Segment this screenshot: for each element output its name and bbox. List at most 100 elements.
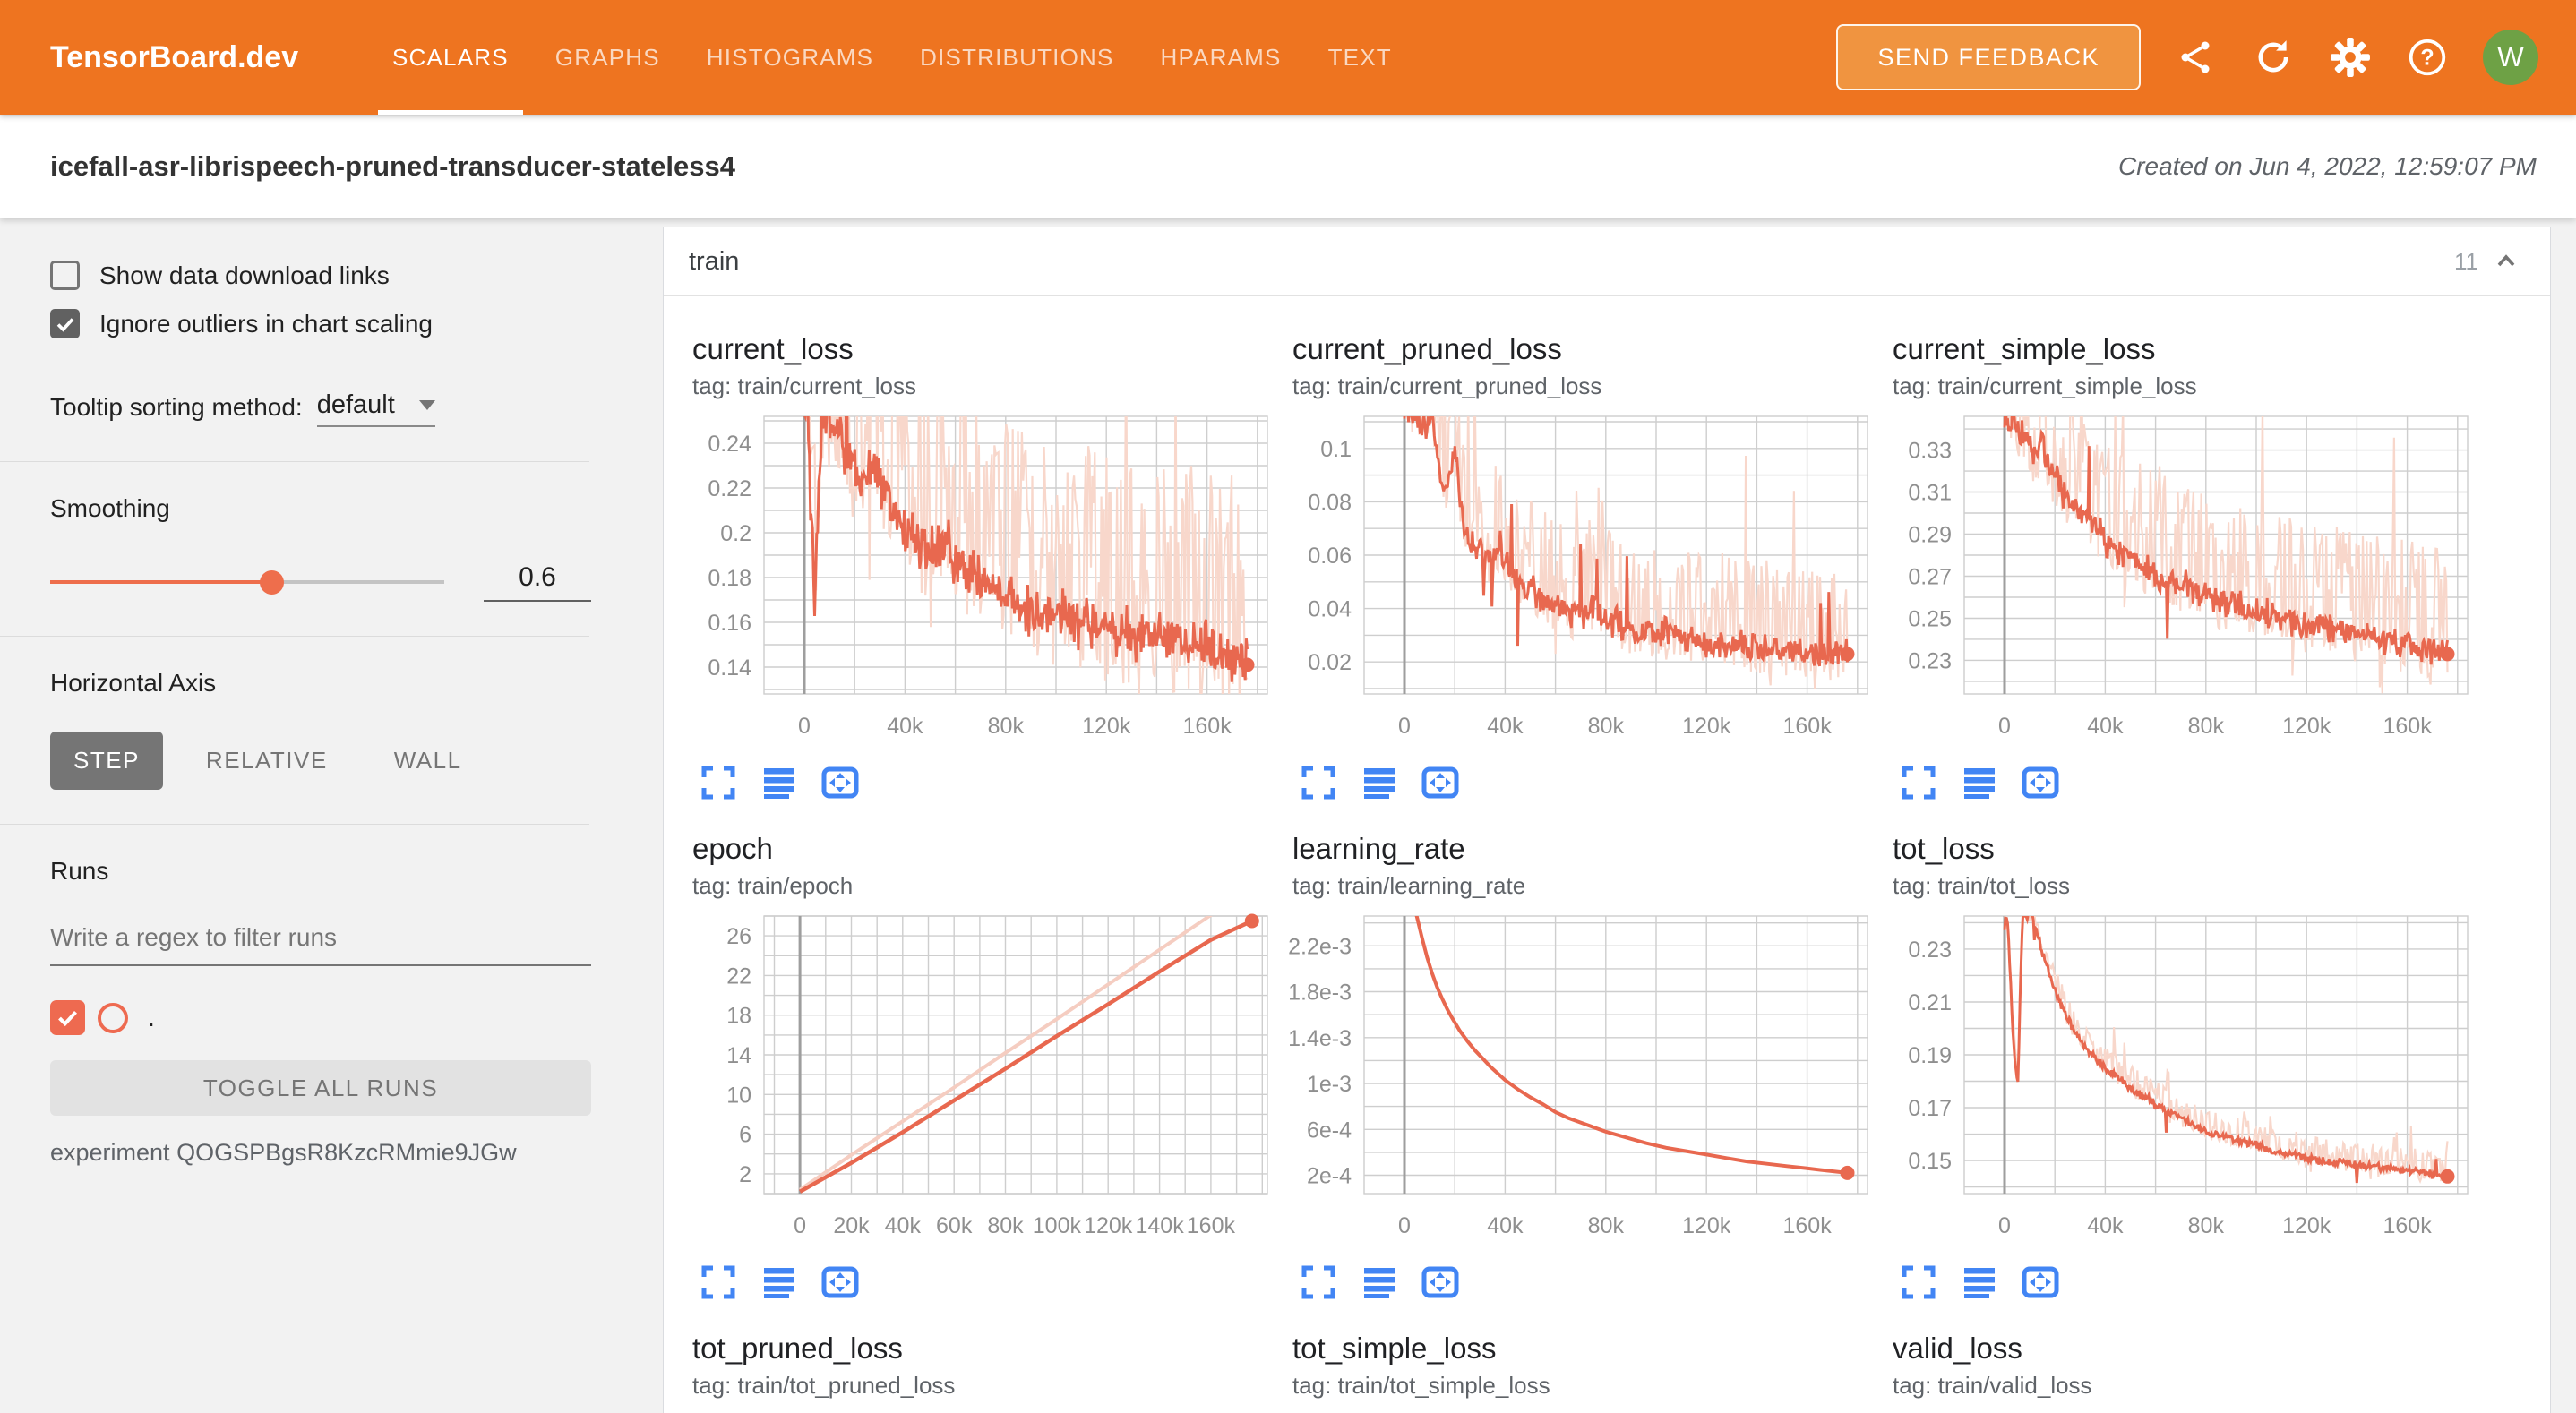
tab-hparams[interactable]: HPARAMS: [1160, 43, 1282, 71]
tooltip-sorting-value: default: [316, 390, 395, 419]
tooltip-sorting-select[interactable]: default: [316, 390, 435, 427]
x-tick-label: 160k: [1182, 714, 1232, 739]
view-runs-data-button[interactable]: [1961, 764, 1998, 801]
run-color-swatch[interactable]: [98, 1002, 128, 1033]
fit-domain-button[interactable]: [1421, 764, 1459, 801]
fullscreen-icon: [700, 1264, 736, 1300]
help-icon[interactable]: ?: [2406, 36, 2449, 79]
show-download-links-checkbox[interactable]: Show data download links: [50, 261, 591, 290]
sidebar-divider: [0, 824, 589, 825]
chart-toolbar: [700, 1263, 1287, 1301]
chart-tag: tag: train/tot_simple_loss: [1292, 1372, 1550, 1399]
tooltip-sorting-row: Tooltip sorting method: default: [50, 390, 591, 427]
tab-scalars[interactable]: SCALARS: [369, 0, 532, 115]
chart-card-current_pruned_loss: current_pruned_loss tag: train/current_pr…: [1287, 332, 1887, 807]
slider-thumb[interactable]: [260, 570, 285, 595]
run-checkbox-checked-icon[interactable]: [50, 1000, 85, 1035]
x-tick-label: 60k: [936, 1213, 973, 1238]
tab-histograms[interactable]: HISTOGRAMS: [706, 43, 874, 71]
axis-button-step[interactable]: STEP: [50, 732, 163, 790]
y-tick-label: 0.31: [1908, 481, 1952, 506]
expand-chart-button[interactable]: [700, 1263, 737, 1301]
x-tick-label: 120k: [1084, 1213, 1133, 1238]
chart-tag: tag: train/learning_rate: [1292, 872, 1526, 899]
fit-to-data-icon: [1421, 1264, 1460, 1300]
x-tick-label: 0: [798, 714, 811, 739]
sidebar-divider: [0, 636, 589, 637]
runs-filter-input[interactable]: Write a regex to filter runs: [50, 923, 591, 966]
fit-to-data-icon: [2021, 765, 2060, 801]
group-title: train: [689, 246, 740, 276]
view-runs-data-button[interactable]: [1961, 1263, 1998, 1301]
x-tick-label: 80k: [987, 1213, 1024, 1238]
x-tick-label: 40k: [887, 714, 923, 739]
settings-sidebar: Show data download links Ignore outliers…: [0, 218, 645, 1413]
smoothing-value[interactable]: 0.6: [484, 562, 591, 602]
train-group-header[interactable]: train 11: [664, 227, 2550, 296]
chart-tag: tag: train/valid_loss: [1893, 1372, 2092, 1399]
share-icon[interactable]: [2175, 36, 2218, 79]
smoothing-slider[interactable]: [50, 569, 444, 595]
x-tick-label: 40k: [1487, 1213, 1524, 1238]
scalar-chart[interactable]: 2e-4 6e-4 1e-3 1.4e-3 1.8e-3 2.2e-3 0 40k 80k 120…: [1287, 909, 1878, 1249]
x-tick-label: 160k: [1782, 714, 1832, 739]
chart-tag: tag: train/epoch: [692, 872, 854, 899]
checkbox-label: Ignore outliers in chart scaling: [99, 309, 433, 338]
chart-title: tot_loss: [1893, 832, 1995, 865]
tab-distributions[interactable]: DISTRIBUTIONS: [920, 43, 1114, 71]
created-timestamp: Created on Jun 4, 2022, 12:59:07 PM: [2118, 151, 2537, 180]
expand-chart-button[interactable]: [1900, 764, 1937, 801]
expand-chart-button[interactable]: [1300, 1263, 1337, 1301]
checkbox-unchecked-icon[interactable]: [50, 261, 80, 290]
view-runs-data-button[interactable]: [760, 1263, 798, 1301]
fullscreen-icon: [1901, 1264, 1936, 1300]
axis-button-relative[interactable]: RELATIVE: [205, 747, 328, 774]
chevron-up-icon[interactable]: [2493, 250, 2520, 273]
view-runs-data-button[interactable]: [760, 764, 798, 801]
y-tick-label: 0.19: [1908, 1043, 1952, 1068]
expand-chart-button[interactable]: [700, 764, 737, 801]
x-tick-label: 80k: [2188, 1213, 2225, 1238]
view-runs-data-button[interactable]: [1361, 1263, 1398, 1301]
x-tick-label: 120k: [1682, 714, 1731, 739]
refresh-icon[interactable]: [2252, 36, 2295, 79]
settings-gear-icon[interactable]: [2329, 36, 2372, 79]
view-runs-data-button[interactable]: [1361, 764, 1398, 801]
slider-track-fill: [50, 580, 272, 584]
fit-domain-button[interactable]: [2022, 764, 2059, 801]
scalar-chart[interactable]: 0.02 0.04 0.06 0.08 0.1 0 40k 80k 120k 160k: [1287, 409, 1878, 749]
scalar-chart[interactable]: 0.15 0.17 0.19 0.21 0.23 0 40k 80k 120k 160k: [1887, 909, 2478, 1249]
horizontal-axis-label: Horizontal Axis: [50, 669, 217, 697]
tab-graphs[interactable]: GRAPHS: [554, 43, 660, 71]
scalar-chart[interactable]: 0.23 0.25 0.27 0.29 0.31 0.33 0 40k 80k 120k 160k: [1887, 409, 2478, 749]
y-tick-label: 0.24: [708, 432, 751, 457]
axis-button-wall[interactable]: WALL: [393, 747, 462, 774]
y-tick-label: 0.17: [1908, 1096, 1952, 1121]
expand-chart-button[interactable]: [1900, 1263, 1937, 1301]
fit-domain-button[interactable]: [821, 1263, 859, 1301]
dashboard-main: train 11 current_loss tag: train/current_…: [645, 218, 2576, 1413]
x-tick-label: 80k: [988, 714, 1025, 739]
chart-tag: tag: train/tot_pruned_loss: [692, 1372, 956, 1399]
x-tick-label: 0: [1398, 1213, 1411, 1238]
x-tick-label: 160k: [1782, 1213, 1832, 1238]
ignore-outliers-checkbox[interactable]: Ignore outliers in chart scaling: [50, 309, 591, 338]
app-logo: TensorBoard.dev: [50, 39, 299, 74]
tab-text[interactable]: TEXT: [1327, 43, 1392, 71]
toggle-all-runs-button[interactable]: TOGGLE ALL RUNS: [50, 1060, 591, 1116]
x-tick-label: 120k: [1082, 714, 1131, 739]
fit-domain-button[interactable]: [821, 764, 859, 801]
fit-domain-button[interactable]: [1421, 1263, 1459, 1301]
y-tick-label: 0.33: [1908, 439, 1952, 464]
user-avatar[interactable]: W: [2483, 30, 2538, 85]
send-feedback-button[interactable]: SEND FEEDBACK: [1836, 24, 2141, 90]
fit-domain-button[interactable]: [2022, 1263, 2059, 1301]
checkbox-checked-icon[interactable]: [50, 309, 80, 338]
chart-card-learning_rate: learning_rate tag: train/learning_rate 2e-…: [1287, 832, 1887, 1306]
y-tick-label: 6e-4: [1307, 1118, 1352, 1143]
expand-chart-button[interactable]: [1300, 764, 1337, 801]
scalar-chart[interactable]: 0.14 0.16 0.18 0.2 0.22 0.24 0 40k 80k 120k 160k: [687, 409, 1278, 749]
experiment-title: icefall-asr-librispeech-pruned-transduce…: [50, 150, 735, 182]
experiment-id-note: experiment QOGSPBgsR8KzcRMmie9JGw: [50, 1139, 517, 1166]
